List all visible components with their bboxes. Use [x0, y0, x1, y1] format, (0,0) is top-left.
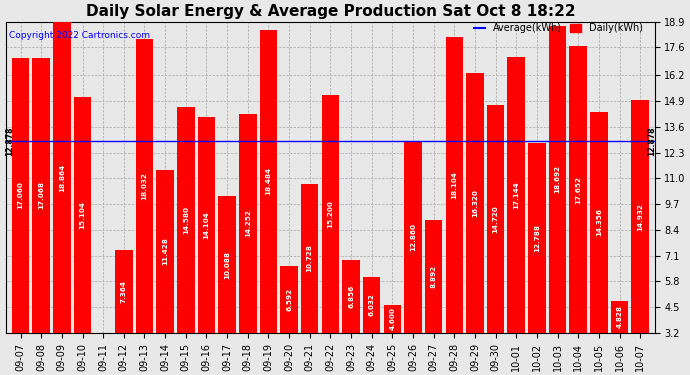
- Bar: [549, 26, 566, 333]
- Text: 12.878: 12.878: [647, 126, 656, 156]
- Text: 15.200: 15.200: [327, 200, 333, 228]
- Text: 14.580: 14.580: [183, 206, 189, 234]
- Bar: [280, 266, 298, 333]
- Text: 17.652: 17.652: [575, 176, 581, 204]
- Text: 18.104: 18.104: [451, 171, 457, 199]
- Bar: [631, 100, 649, 333]
- Text: 6.592: 6.592: [286, 288, 292, 311]
- Text: 4.600: 4.600: [389, 308, 395, 330]
- Bar: [507, 57, 525, 333]
- Bar: [322, 95, 339, 333]
- Bar: [425, 220, 442, 333]
- Text: 4.828: 4.828: [616, 305, 622, 328]
- Bar: [218, 196, 236, 333]
- Text: 10.728: 10.728: [307, 244, 313, 272]
- Bar: [177, 107, 195, 333]
- Text: 14.932: 14.932: [637, 202, 643, 231]
- Text: 14.720: 14.720: [493, 205, 499, 232]
- Text: 14.252: 14.252: [245, 209, 250, 237]
- Text: 17.144: 17.144: [513, 181, 520, 209]
- Text: 12.860: 12.860: [410, 223, 416, 251]
- Bar: [342, 260, 359, 333]
- Text: 14.356: 14.356: [596, 209, 602, 236]
- Bar: [363, 277, 380, 333]
- Text: 17.060: 17.060: [17, 182, 23, 210]
- Bar: [12, 58, 30, 333]
- Bar: [611, 301, 629, 333]
- Bar: [197, 117, 215, 333]
- Text: 17.068: 17.068: [38, 182, 44, 210]
- Bar: [301, 184, 319, 333]
- Bar: [74, 97, 91, 333]
- Bar: [590, 112, 608, 333]
- Text: Copyright 2022 Cartronics.com: Copyright 2022 Cartronics.com: [10, 31, 150, 40]
- Text: 8.892: 8.892: [431, 265, 437, 288]
- Text: 16.320: 16.320: [472, 189, 478, 217]
- Bar: [136, 39, 153, 333]
- Bar: [32, 58, 50, 333]
- Text: 18.692: 18.692: [555, 165, 560, 194]
- Title: Daily Solar Energy & Average Production Sat Oct 8 18:22: Daily Solar Energy & Average Production …: [86, 4, 575, 19]
- Bar: [53, 22, 70, 333]
- Bar: [239, 114, 257, 333]
- Text: 11.428: 11.428: [162, 237, 168, 265]
- Text: 7.364: 7.364: [121, 280, 127, 303]
- Text: 14.104: 14.104: [204, 211, 210, 239]
- Text: 10.088: 10.088: [224, 251, 230, 279]
- Bar: [404, 141, 422, 333]
- Bar: [115, 251, 132, 333]
- Legend: Average(kWh), Daily(kWh): Average(kWh), Daily(kWh): [473, 24, 643, 33]
- Bar: [528, 143, 546, 333]
- Bar: [384, 305, 401, 333]
- Bar: [157, 170, 174, 333]
- Text: 18.032: 18.032: [141, 172, 148, 200]
- Text: 12.878: 12.878: [5, 126, 14, 156]
- Bar: [446, 38, 463, 333]
- Bar: [569, 46, 587, 333]
- Text: 6.032: 6.032: [368, 293, 375, 316]
- Text: 18.484: 18.484: [266, 167, 271, 195]
- Bar: [259, 30, 277, 333]
- Text: 6.856: 6.856: [348, 285, 354, 308]
- Text: 15.104: 15.104: [79, 201, 86, 229]
- Bar: [487, 105, 504, 333]
- Text: 18.864: 18.864: [59, 164, 65, 192]
- Bar: [466, 73, 484, 333]
- Text: 12.788: 12.788: [534, 224, 540, 252]
